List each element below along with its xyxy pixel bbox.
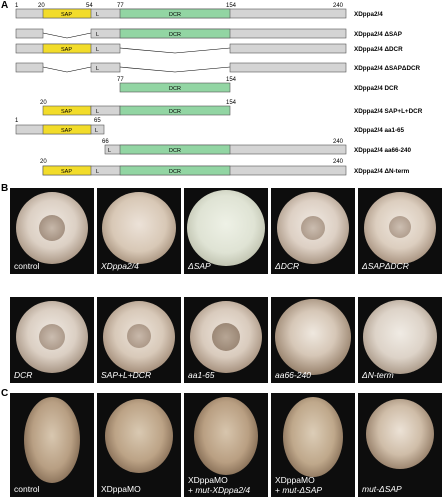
svg-text:20: 20 <box>40 159 47 165</box>
caption: ΔSAP <box>188 261 211 271</box>
embryo-photo-dcr: DCR <box>10 297 94 383</box>
construct-row-6: 20 154 SAP L DCR XDppa2/4 SAP+L+DCR <box>40 100 423 116</box>
svg-text:L: L <box>96 66 99 72</box>
panel-label-a: A <box>1 0 9 11</box>
svg-text:L: L <box>96 32 99 38</box>
tick-top-154: 154 <box>226 3 237 9</box>
embryo-image <box>275 299 351 375</box>
embryo-photo-delta-n-term: ΔN-term <box>358 297 442 383</box>
svg-text:240: 240 <box>333 139 344 145</box>
svg-text:240: 240 <box>333 159 344 165</box>
embryo-photo-c-xdppamo-mut-xdppa24: XDppaMO + mut-XDppa2/4 <box>184 393 268 497</box>
embryo-photo-delta-sap: ΔSAP <box>184 188 268 274</box>
embryo-photo-control: control <box>10 188 94 274</box>
embryo-photo-c-xdppamo-mut-delta-sap: XDppaMO + mut-ΔSAP <box>271 393 355 497</box>
caption: ΔN-term <box>362 370 394 380</box>
construct-row-4: L XDppa2/4 ΔSAPΔDCR <box>15 62 421 73</box>
embryo-image <box>366 399 434 469</box>
l-label: L <box>96 12 99 18</box>
embryo-photo-c-xdppamo: XDppaMO <box>97 393 181 497</box>
tick-top-20: 20 <box>38 3 45 9</box>
embryo-image <box>105 399 173 473</box>
svg-text:77: 77 <box>117 77 124 83</box>
construct-name: XDppa2/4 aa1-65 <box>354 127 405 134</box>
svg-text:L: L <box>96 109 99 115</box>
caption: XDppaMO + mut-XDppa2/4 <box>188 475 251 495</box>
construct-row-9: 20 240 SAP L DCR XDppa2/4 ΔN-term <box>40 159 410 176</box>
caption: XDppaMO + mut-ΔSAP <box>275 475 323 495</box>
construct-name: XDppa2/4 ΔSAPΔDCR <box>354 65 421 72</box>
panel-label-c: C <box>1 388 9 399</box>
svg-text:L: L <box>95 128 98 134</box>
svg-text:L: L <box>108 148 111 154</box>
embryo-image <box>363 300 437 374</box>
svg-text:154: 154 <box>226 100 237 106</box>
dcr-label: DCR <box>169 12 181 18</box>
caption: XDppa2/4 <box>101 261 139 271</box>
construct-name: XDppa2/4 SAP+L+DCR <box>354 108 423 115</box>
embryo-image <box>102 192 176 264</box>
svg-text:66: 66 <box>102 139 109 145</box>
svg-text:65: 65 <box>94 118 101 124</box>
svg-text:DCR: DCR <box>169 32 181 38</box>
embryo-image <box>283 397 343 477</box>
embryo-photo-c-mut-delta-sap: mut-ΔSAP <box>358 393 442 497</box>
panel-label-b: B <box>1 183 9 194</box>
construct-row-3: SAP L XDppa2/4 ΔDCR <box>15 43 403 54</box>
caption: mut-ΔSAP <box>362 484 402 494</box>
caption: control <box>14 484 40 494</box>
sap-label: SAP <box>61 12 72 18</box>
construct-row-7: 1 65 SAP L XDppa2/4 aa1-65 <box>15 118 405 135</box>
construct-name: XDppa2/4 aa66-240 <box>354 147 412 154</box>
embryo-image <box>24 397 80 483</box>
caption: ΔSAPΔDCR <box>362 261 409 271</box>
svg-text:SAP: SAP <box>61 169 72 175</box>
caption: XDppaMO <box>101 484 141 494</box>
construct-name: XDppa2/4 ΔSAP <box>354 31 402 38</box>
svg-text:L: L <box>96 47 99 53</box>
embryo-photo-sap-l-dcr: SAP+L+DCR <box>97 297 181 383</box>
caption: aa1-65 <box>188 370 215 380</box>
embryo-photo-aa66-240: aa66-240 <box>271 297 355 383</box>
svg-text:SAP: SAP <box>61 128 72 134</box>
tick-top-240: 240 <box>333 3 344 9</box>
domain-diagram: 1 20 54 77 154 240 SAP L DCR XDppa2/4 L … <box>15 3 423 176</box>
embryo-image <box>194 397 258 475</box>
caption: DCR <box>14 370 33 380</box>
tick-top-1: 1 <box>15 3 19 9</box>
svg-text:SAP: SAP <box>61 109 72 115</box>
caption: aa66-240 <box>275 370 311 380</box>
construct-name: XDppa2/4 DCR <box>354 85 399 92</box>
embryo-photo-c-control: control <box>10 393 94 497</box>
construct-row-5: 77 154 DCR XDppa2/4 DCR <box>117 77 399 93</box>
tick-top-77: 77 <box>117 3 124 9</box>
embryo-photo-delta-dcr: ΔDCR <box>271 188 355 274</box>
embryo-photo-aa1-65: aa1-65 <box>184 297 268 383</box>
embryo-photo-xdppa24: XDppa2/4 <box>97 188 181 274</box>
svg-text:DCR: DCR <box>169 148 181 154</box>
construct-row-8: 66 240 L DCR XDppa2/4 aa66-240 <box>102 139 412 155</box>
svg-text:DCR: DCR <box>169 169 181 175</box>
svg-text:L: L <box>96 169 99 175</box>
embryo-image <box>187 190 265 266</box>
construct-name: XDppa2/4 ΔN-term <box>354 168 410 175</box>
svg-text:SAP: SAP <box>61 47 72 53</box>
construct-name: XDppa2/4 ΔDCR <box>354 46 403 53</box>
caption: control <box>14 261 40 271</box>
svg-text:20: 20 <box>40 100 47 106</box>
caption: ΔDCR <box>275 261 300 271</box>
construct-name: XDppa2/4 <box>354 11 383 18</box>
caption: SAP+L+DCR <box>101 370 152 380</box>
svg-text:DCR: DCR <box>169 109 181 115</box>
svg-text:DCR: DCR <box>169 86 181 92</box>
svg-text:154: 154 <box>226 77 237 83</box>
svg-text:1: 1 <box>15 118 19 124</box>
construct-row-1: SAP L DCR XDppa2/4 <box>15 8 383 19</box>
tick-top-54: 54 <box>86 3 93 9</box>
construct-row-2: L DCR XDppa2/4 ΔSAP <box>15 28 402 39</box>
embryo-photo-delta-sap-delta-dcr: ΔSAPΔDCR <box>358 188 442 274</box>
